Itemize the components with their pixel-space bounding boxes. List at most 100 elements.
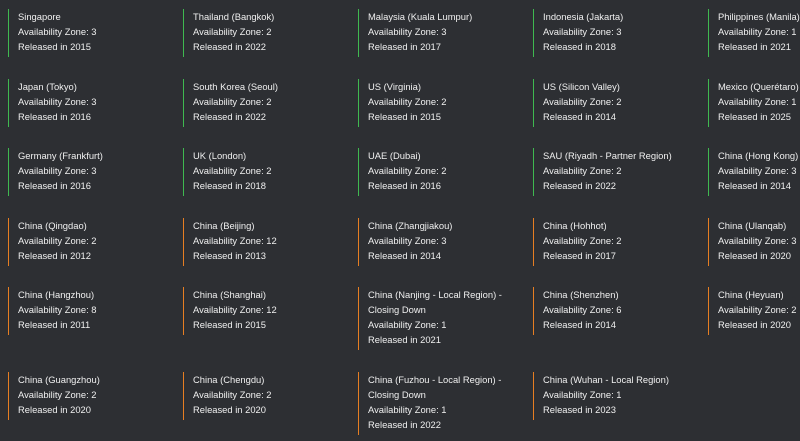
region-card: China (Beijing) Availability Zone: 12 Rele… <box>183 218 277 266</box>
region-card: China (Qingdao) Availability Zone: 2 Relea… <box>8 218 97 266</box>
region-name: US (Virginia) <box>368 81 421 92</box>
region-name: China (Nanjing - Local Region) - Closing… <box>368 289 502 315</box>
availability-zone-count: Availability Zone: 3 <box>543 26 622 37</box>
region-name: South Korea (Seoul) <box>193 81 278 92</box>
region-card: UAE (Dubai) Availability Zone: 2 Released … <box>358 148 447 196</box>
region-name: Mexico (Querétaro) <box>718 81 799 92</box>
region-card: China (Hong Kong) Availability Zone: 3 Rel… <box>708 148 798 196</box>
region-name: China (Guangzhou) <box>18 374 100 385</box>
region-name: Philippines (Manila) <box>718 11 800 22</box>
region-card: China (Wuhan - Local Region) Availability… <box>533 372 669 420</box>
region-name: Thailand (Bangkok) <box>193 11 275 22</box>
release-year: Released in 2017 <box>368 41 441 52</box>
availability-zone-count: Availability Zone: 8 <box>18 304 97 315</box>
availability-zone-count: Availability Zone: 3 <box>368 235 447 246</box>
release-year: Released in 2011 <box>18 319 91 330</box>
release-year: Released in 2013 <box>193 250 266 261</box>
region-name: China (Beijing) <box>193 220 255 231</box>
region-card: China (Heyuan) Availability Zone: 2 Releas… <box>708 287 797 335</box>
release-year: Released in 2018 <box>193 180 266 191</box>
region-name: China (Fuzhou - Local Region) - Closing … <box>368 374 502 400</box>
region-card: Indonesia (Jakarta) Availability Zone: 3 R… <box>533 9 623 57</box>
availability-zone-count: Availability Zone: 2 <box>368 96 447 107</box>
availability-zone-count: Availability Zone: 12 <box>193 235 277 246</box>
availability-zone-count: Availability Zone: 3 <box>18 96 97 107</box>
region-name: China (Ulanqab) <box>718 220 787 231</box>
region-card: US (Silicon Valley) Availability Zone: 2 R… <box>533 79 622 127</box>
availability-zone-count: Availability Zone: 1 <box>718 26 797 37</box>
availability-zone-count: Availability Zone: 2 <box>543 165 622 176</box>
region-card: Singapore Availability Zone: 3 Released in… <box>8 9 97 57</box>
availability-zone-count: Availability Zone: 2 <box>368 165 447 176</box>
release-year: Released in 2017 <box>543 250 616 261</box>
release-year: Released in 2014 <box>543 319 616 330</box>
region-name: UK (London) <box>193 150 247 161</box>
region-name: China (Heyuan) <box>718 289 784 300</box>
availability-zone-count: Availability Zone: 3 <box>18 26 97 37</box>
region-card: China (Zhangjiakou) Availability Zone: 3 R… <box>358 218 452 266</box>
availability-zone-count: Availability Zone: 1 <box>543 389 622 400</box>
release-year: Released in 2015 <box>18 41 91 52</box>
region-name: Germany (Frankfurt) <box>18 150 103 161</box>
region-card: Germany (Frankfurt) Availability Zone: 3 R… <box>8 148 103 196</box>
region-card: South Korea (Seoul) Availability Zone: 2 R… <box>183 79 278 127</box>
release-year: Released in 2022 <box>543 180 616 191</box>
region-card: Malaysia (Kuala Lumpur) Availability Zone… <box>358 9 472 57</box>
release-year: Released in 2020 <box>718 250 791 261</box>
region-name: Indonesia (Jakarta) <box>543 11 624 22</box>
region-card: Japan (Tokyo) Availability Zone: 3 Release… <box>8 79 97 127</box>
region-name: US (Silicon Valley) <box>543 81 620 92</box>
release-year: Released in 2020 <box>193 404 266 415</box>
availability-zone-count: Availability Zone: 2 <box>18 389 97 400</box>
region-card: China (Nanjing - Local Region) - Closing… <box>358 287 528 350</box>
availability-zone-count: Availability Zone: 1 <box>368 319 447 330</box>
release-year: Released in 2014 <box>718 180 791 191</box>
availability-zone-count: Availability Zone: 3 <box>718 235 797 246</box>
region-name: China (Hohhot) <box>543 220 607 231</box>
region-card: China (Chengdu) Availability Zone: 2 Relea… <box>183 372 272 420</box>
release-year: Released in 2023 <box>543 404 616 415</box>
availability-zone-count: Availability Zone: 3 <box>18 165 97 176</box>
region-name: Singapore <box>18 11 61 22</box>
availability-zone-count: Availability Zone: 3 <box>718 165 797 176</box>
release-year: Released in 2022 <box>193 111 266 122</box>
region-card: Mexico (Querétaro) Availability Zone: 1 Re… <box>708 79 799 127</box>
region-card: SAU (Riyadh - Partner Region) Availabilit… <box>533 148 672 196</box>
release-year: Released in 2016 <box>18 111 91 122</box>
region-name: China (Shanghai) <box>193 289 266 300</box>
region-name: China (Shenzhen) <box>543 289 619 300</box>
region-card: China (Fuzhou - Local Region) - Closing … <box>358 372 528 435</box>
region-card: China (Shanghai) Availability Zone: 12 Rel… <box>183 287 277 335</box>
release-year: Released in 2015 <box>368 111 441 122</box>
region-card: China (Guangzhou) Availability Zone: 2 Rel… <box>8 372 100 420</box>
release-year: Released in 2015 <box>193 319 266 330</box>
availability-zone-count: Availability Zone: 1 <box>368 404 447 415</box>
availability-zone-count: Availability Zone: 1 <box>718 96 797 107</box>
availability-zone-count: Availability Zone: 2 <box>18 235 97 246</box>
region-card: China (Hangzhou) Availability Zone: 8 Rele… <box>8 287 97 335</box>
region-name: China (Chengdu) <box>193 374 265 385</box>
region-card: UK (London) Availability Zone: 2 Released … <box>183 148 272 196</box>
region-card: Philippines (Manila) Availability Zone: 1… <box>708 9 800 57</box>
release-year: Released in 2018 <box>543 41 616 52</box>
availability-zone-count: Availability Zone: 2 <box>193 389 272 400</box>
release-year: Released in 2021 <box>368 334 441 345</box>
release-year: Released in 2025 <box>718 111 791 122</box>
region-name: China (Zhangjiakou) <box>368 220 453 231</box>
release-year: Released in 2022 <box>193 41 266 52</box>
availability-zone-count: Availability Zone: 3 <box>368 26 447 37</box>
region-name: China (Hangzhou) <box>18 289 95 300</box>
region-card: US (Virginia) Availability Zone: 2 Release… <box>358 79 447 127</box>
availability-zone-count: Availability Zone: 2 <box>543 235 622 246</box>
availability-zone-count: Availability Zone: 2 <box>193 96 272 107</box>
region-card: Thailand (Bangkok) Availability Zone: 2 Re… <box>183 9 274 57</box>
availability-zone-count: Availability Zone: 2 <box>193 26 272 37</box>
region-name: China (Wuhan - Local Region) <box>543 374 669 385</box>
region-name: China (Hong Kong) <box>718 150 799 161</box>
region-name: China (Qingdao) <box>18 220 87 231</box>
release-year: Released in 2014 <box>543 111 616 122</box>
availability-zone-count: Availability Zone: 6 <box>543 304 622 315</box>
region-card: China (Shenzhen) Availability Zone: 6 Rele… <box>533 287 622 335</box>
region-card: China (Hohhot) Availability Zone: 2 Releas… <box>533 218 622 266</box>
